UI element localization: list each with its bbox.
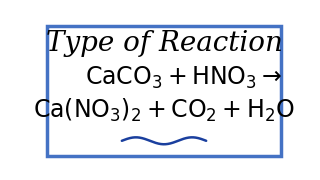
Text: $\mathregular{Ca(NO_3)_2 + CO_2 + H_2O}$: $\mathregular{Ca(NO_3)_2 + CO_2 + H_2O}$	[33, 97, 295, 124]
Text: $\mathregular{CaCO_3 + HNO_3}\rightarrow$: $\mathregular{CaCO_3 + HNO_3}\rightarrow…	[84, 65, 282, 91]
Text: Type of Reaction: Type of Reaction	[45, 30, 283, 57]
FancyBboxPatch shape	[47, 26, 281, 156]
